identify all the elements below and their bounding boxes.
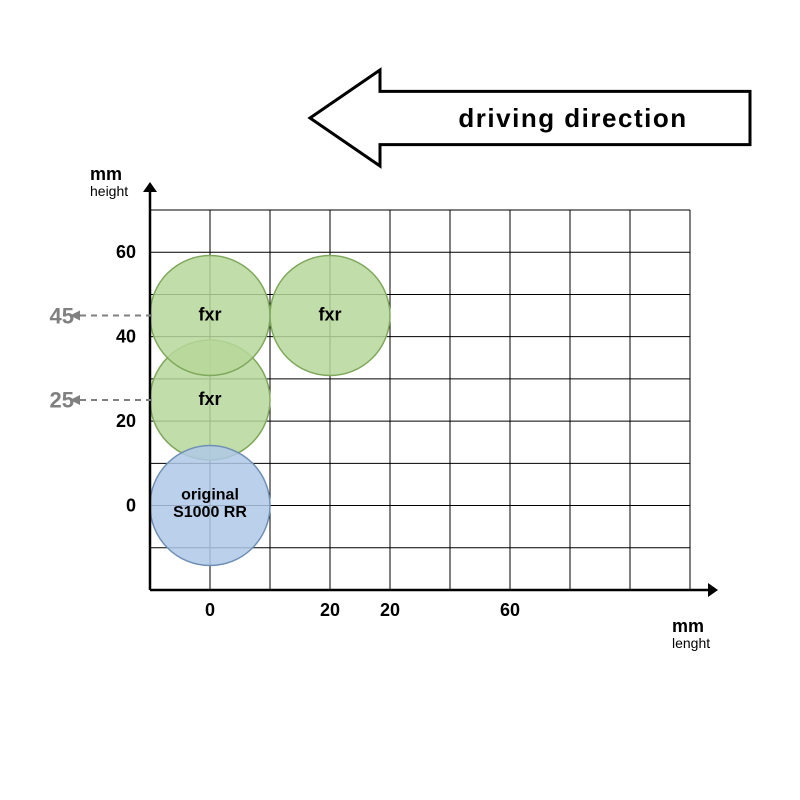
y-axis-arrowhead [143, 182, 157, 192]
x-tick-label: 0 [205, 600, 215, 620]
bubble-label-fxr-20-45: fxr [318, 304, 341, 324]
y-tick-label: 60 [116, 242, 136, 262]
x-axis-sublabel: lenght [672, 635, 710, 651]
direction-arrow: driving direction [310, 70, 750, 166]
y-axis-sublabel: height [90, 183, 128, 199]
x-axis-label: mm [672, 616, 704, 636]
y-tick-label: 20 [116, 411, 136, 431]
chart-svg: fxrfxrfxroriginalS1000 RRmmheightmmlengh… [0, 0, 800, 800]
direction-arrow-label: driving direction [458, 103, 687, 133]
callouts: 45 25 [50, 303, 154, 412]
x-tick-label: 20 [380, 600, 400, 620]
x-tick-label: 20 [320, 600, 340, 620]
y-axis-label: mm [90, 164, 122, 184]
x-axis-arrowhead [708, 583, 718, 597]
callout-label: 25 [50, 388, 74, 413]
y-tick-label: 40 [116, 327, 136, 347]
chart-container: fxrfxrfxroriginalS1000 RRmmheightmmlengh… [0, 0, 800, 800]
bubble-label-fxr-0-45: fxr [198, 304, 221, 324]
bubble-label-fxr-0-25: fxr [198, 389, 221, 409]
x-tick-label: 60 [500, 600, 520, 620]
callout-label: 45 [50, 303, 74, 328]
bubble-label-original: originalS1000 RR [173, 487, 247, 522]
y-tick-label: 0 [126, 496, 136, 516]
